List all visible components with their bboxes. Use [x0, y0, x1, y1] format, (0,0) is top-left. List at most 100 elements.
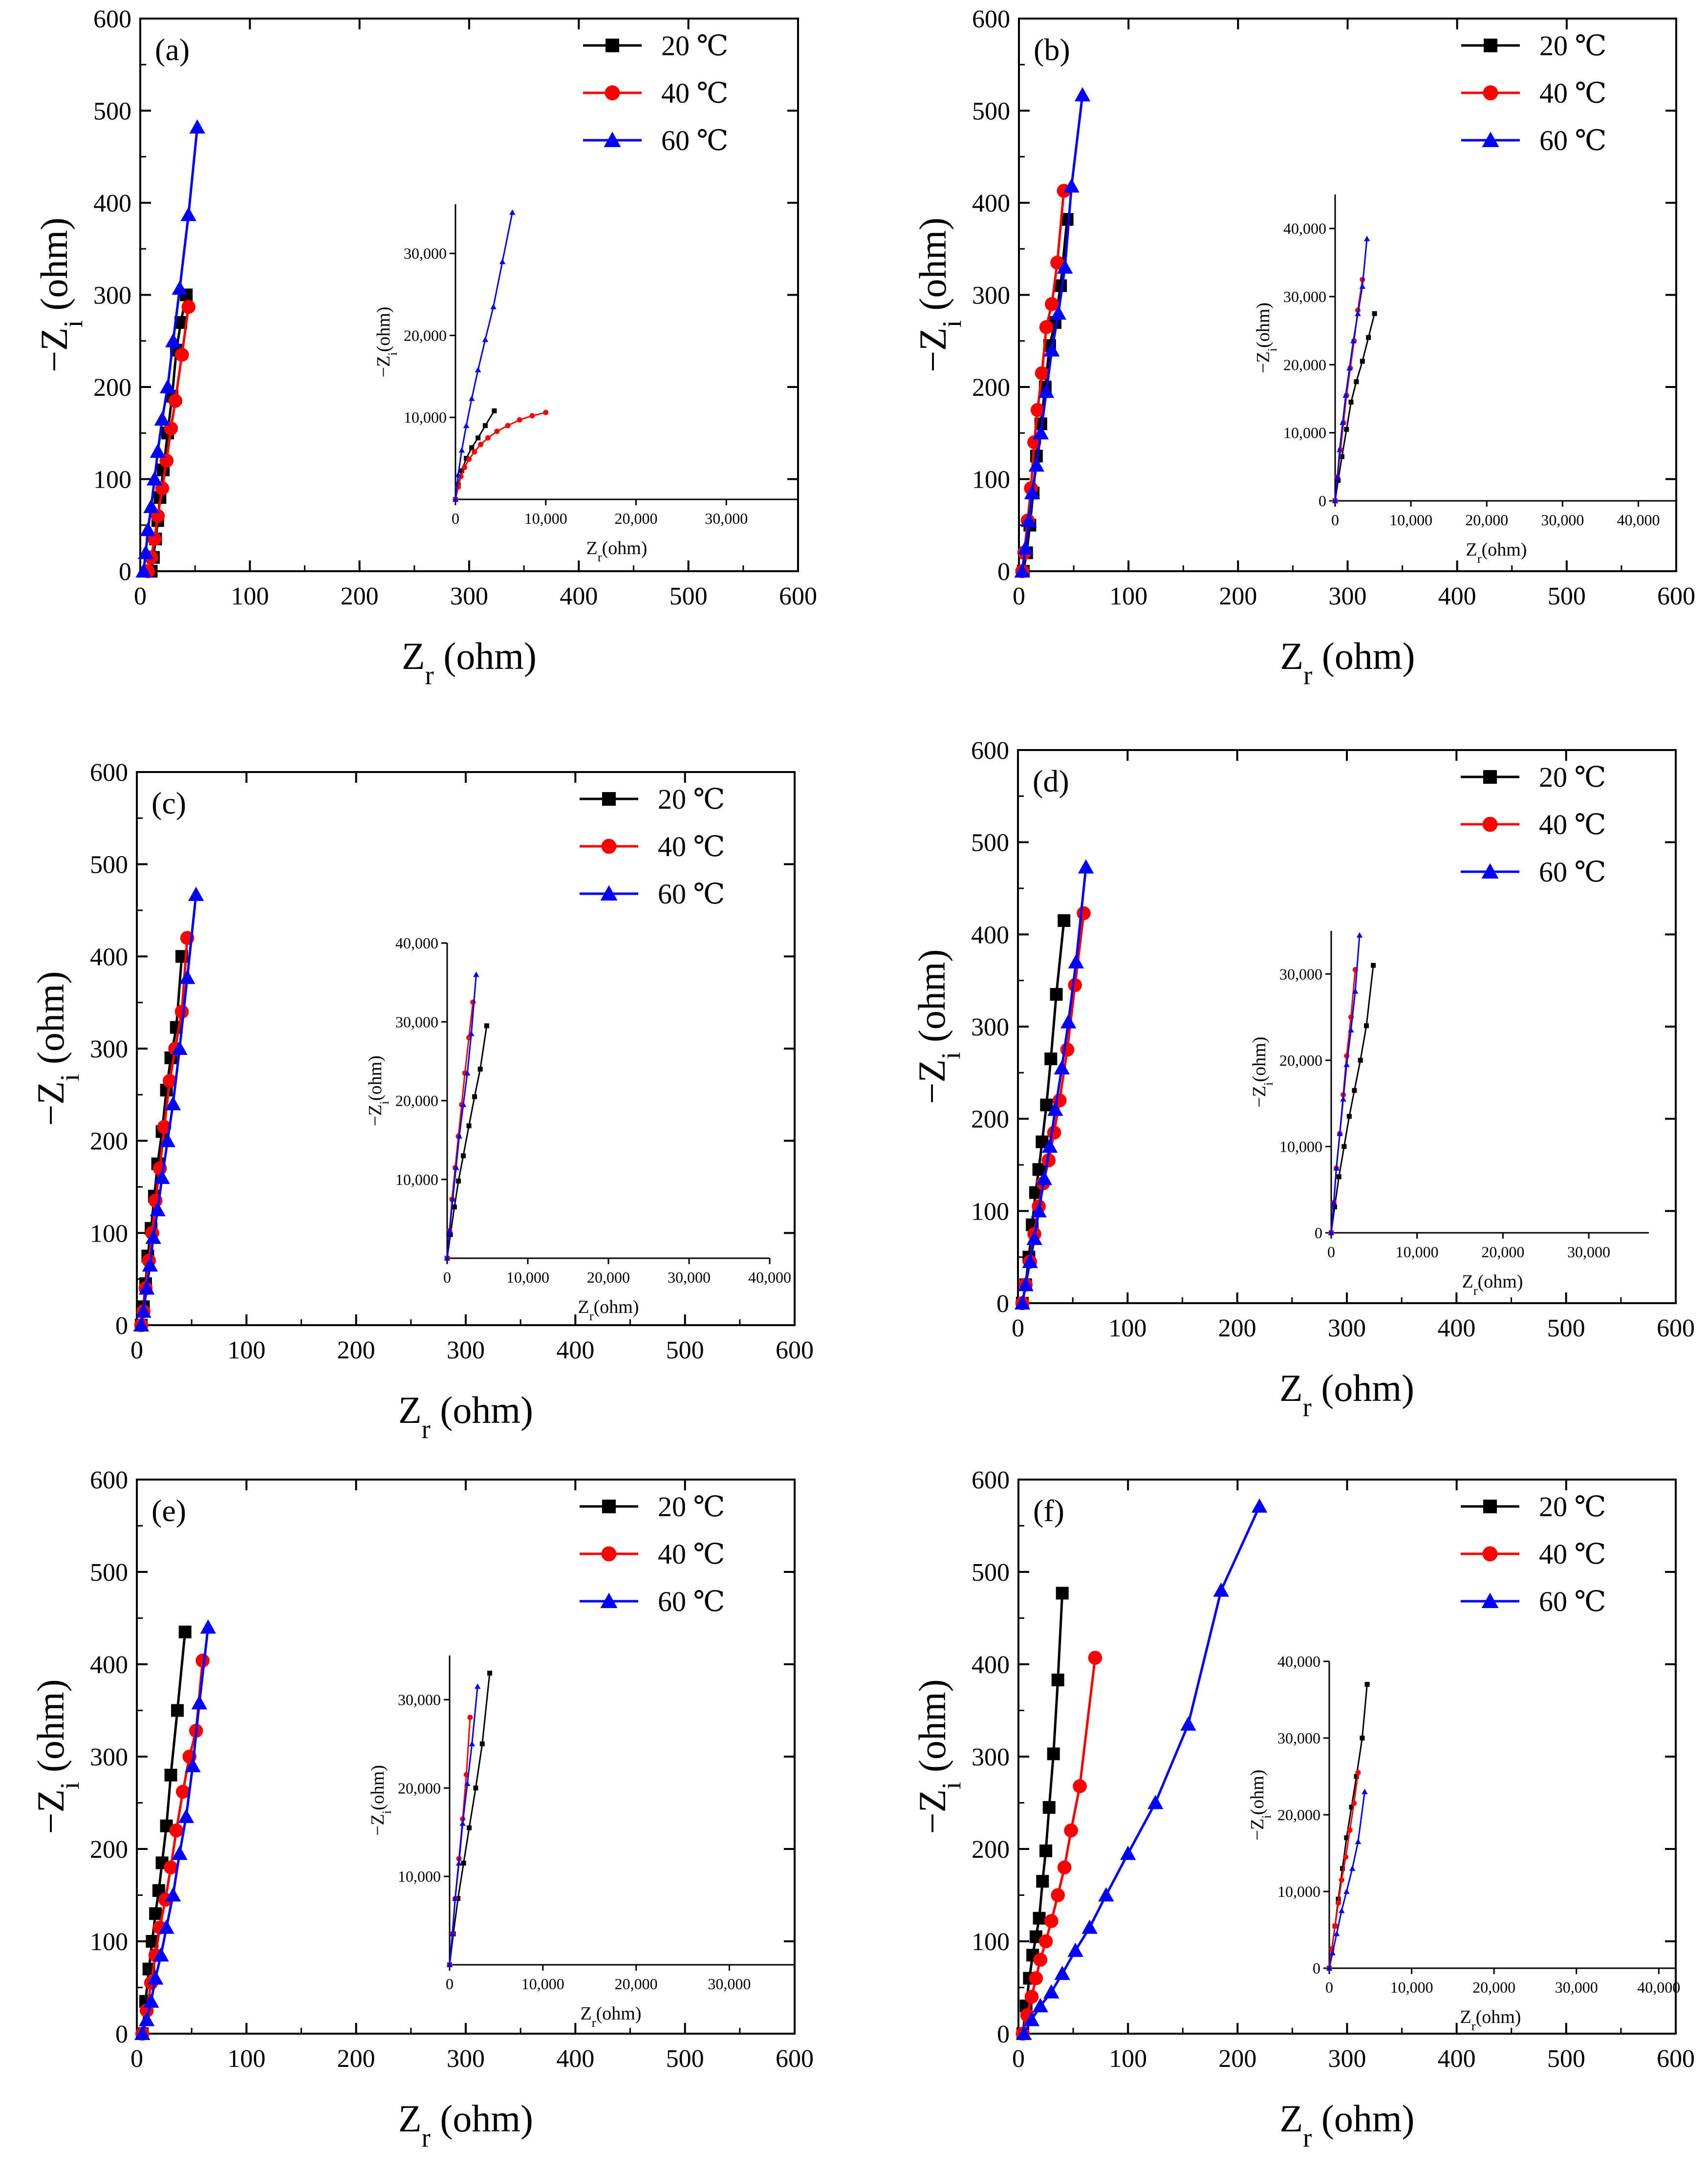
x-axis-label-unit: (ohm) [434, 635, 537, 677]
x-tick-label: 600 [776, 2045, 814, 2073]
inset-y-tick-label: 20,000 [395, 1092, 438, 1110]
inset-data-point [1340, 419, 1346, 425]
data-point [1077, 906, 1091, 921]
inset-y-axis-label-unit: (ohm) [1249, 1037, 1270, 1082]
data-point [188, 886, 204, 901]
inset-x-tick-label: 30,000 [705, 510, 748, 527]
data-point [159, 379, 176, 393]
y-tick-label: 0 [115, 2020, 128, 2048]
inset-data-point [1344, 1835, 1349, 1841]
inset-data-point [1343, 1854, 1349, 1860]
inset-data-point [469, 445, 475, 451]
data-point [1030, 403, 1045, 417]
data-point [153, 1947, 169, 1962]
data-point [1073, 1779, 1087, 1793]
data-point [1054, 1060, 1070, 1074]
inset-data-point [459, 468, 464, 473]
data-point [1038, 1934, 1053, 1949]
data-point [1041, 1139, 1058, 1153]
data-point [189, 119, 205, 134]
y-tick-label: 200 [972, 1836, 1010, 1864]
x-tick-label: 400 [556, 1336, 594, 1364]
legend-marker [602, 792, 616, 806]
data-point [1044, 1914, 1059, 1928]
data-point [157, 1120, 172, 1134]
inset-data-point [474, 1683, 481, 1689]
legend-marker [1481, 863, 1499, 879]
data-point [1036, 1171, 1053, 1185]
x-tick-label: 200 [337, 1336, 375, 1364]
inset-y-tick-label: 20,000 [1283, 356, 1326, 373]
y-tick-label: 400 [972, 190, 1010, 217]
inset-data-point [1336, 1174, 1341, 1180]
data-point [200, 1619, 216, 1634]
data-point [165, 333, 181, 347]
inset-data-point [1359, 283, 1366, 289]
inset-data-point [1354, 379, 1359, 385]
inset-data-point [463, 422, 470, 428]
x-tick-label: 300 [1328, 2045, 1366, 2073]
y-tick-label: 0 [997, 2020, 1010, 2048]
inset-y-tick-label: 0 [1315, 1224, 1322, 1242]
inset-y-tick-label: 30,000 [404, 245, 447, 262]
inset-data-point [1341, 1144, 1347, 1149]
data-point [172, 1846, 188, 1860]
legend-marker [602, 1500, 616, 1513]
inset-data-point [468, 1031, 475, 1036]
data-point [1078, 859, 1094, 874]
series-line [147, 306, 190, 572]
legend-label: 40 ℃ [1539, 1538, 1606, 1570]
data-point [140, 521, 156, 537]
data-point [164, 1768, 177, 1782]
inset-data-point [467, 1715, 473, 1720]
y-tick-label: 400 [972, 1651, 1010, 1679]
y-axis-label-unit: (ohm) [911, 217, 954, 320]
inset-data-point [1352, 1088, 1357, 1093]
data-point [1047, 1101, 1063, 1116]
inset-data-point [1337, 1130, 1343, 1136]
data-point [145, 1229, 161, 1244]
legend-label: 40 ℃ [1539, 809, 1606, 840]
inset-data-point [448, 1232, 453, 1237]
inset-data-point [466, 1123, 472, 1129]
data-point [1029, 1971, 1043, 1985]
inset-data-point [446, 1227, 453, 1233]
inset-x-tick-label: 30,000 [1555, 1978, 1598, 1996]
inset-data-point [1349, 1865, 1356, 1871]
data-point [143, 498, 159, 514]
data-point [1098, 1887, 1114, 1902]
inset-data-point [1328, 1229, 1335, 1235]
y-tick-label: 300 [90, 1035, 128, 1063]
legend-marker [1481, 1592, 1499, 1608]
data-point [169, 1823, 184, 1838]
y-tick-label: 100 [971, 1198, 1009, 1225]
data-point [147, 1970, 164, 1985]
inset-data-point [1342, 392, 1349, 398]
data-point [1024, 1990, 1039, 2004]
data-point [1120, 1846, 1136, 1860]
legend-label: 60 ℃ [658, 1586, 725, 1617]
y-tick-label: 300 [972, 282, 1010, 310]
x-tick-label: 200 [1219, 582, 1257, 610]
inset-y-tick-label: 40,000 [395, 934, 438, 952]
x-axis-label: Zr (ohm) [398, 2097, 533, 2152]
inset-data-point [452, 1895, 458, 1901]
x-axis-label-symbol: Z [402, 635, 425, 677]
inset-data-point [1332, 1923, 1338, 1929]
inset-data-point [1350, 338, 1357, 344]
inset-data-point [1364, 1023, 1369, 1029]
x-tick-label: 600 [779, 582, 817, 610]
x-axis-label-subscript: r [1303, 2123, 1312, 2152]
x-tick-label: 0 [1013, 582, 1025, 610]
x-tick-label: 500 [1547, 2045, 1585, 2073]
inset-data-point [1355, 1838, 1362, 1844]
data-point [1017, 1277, 1034, 1291]
x-axis-label: Zr (ohm) [398, 1389, 533, 1444]
inset-y-axis-label-symbol: −Z [1253, 351, 1274, 373]
y-tick-label: 400 [971, 921, 1009, 949]
inset-x-axis-label-symbol: Z [1466, 539, 1477, 560]
x-tick-label: 0 [134, 582, 147, 610]
x-tick-label: 500 [1547, 1314, 1585, 1342]
data-point [1068, 954, 1084, 968]
legend-marker [1483, 85, 1498, 101]
